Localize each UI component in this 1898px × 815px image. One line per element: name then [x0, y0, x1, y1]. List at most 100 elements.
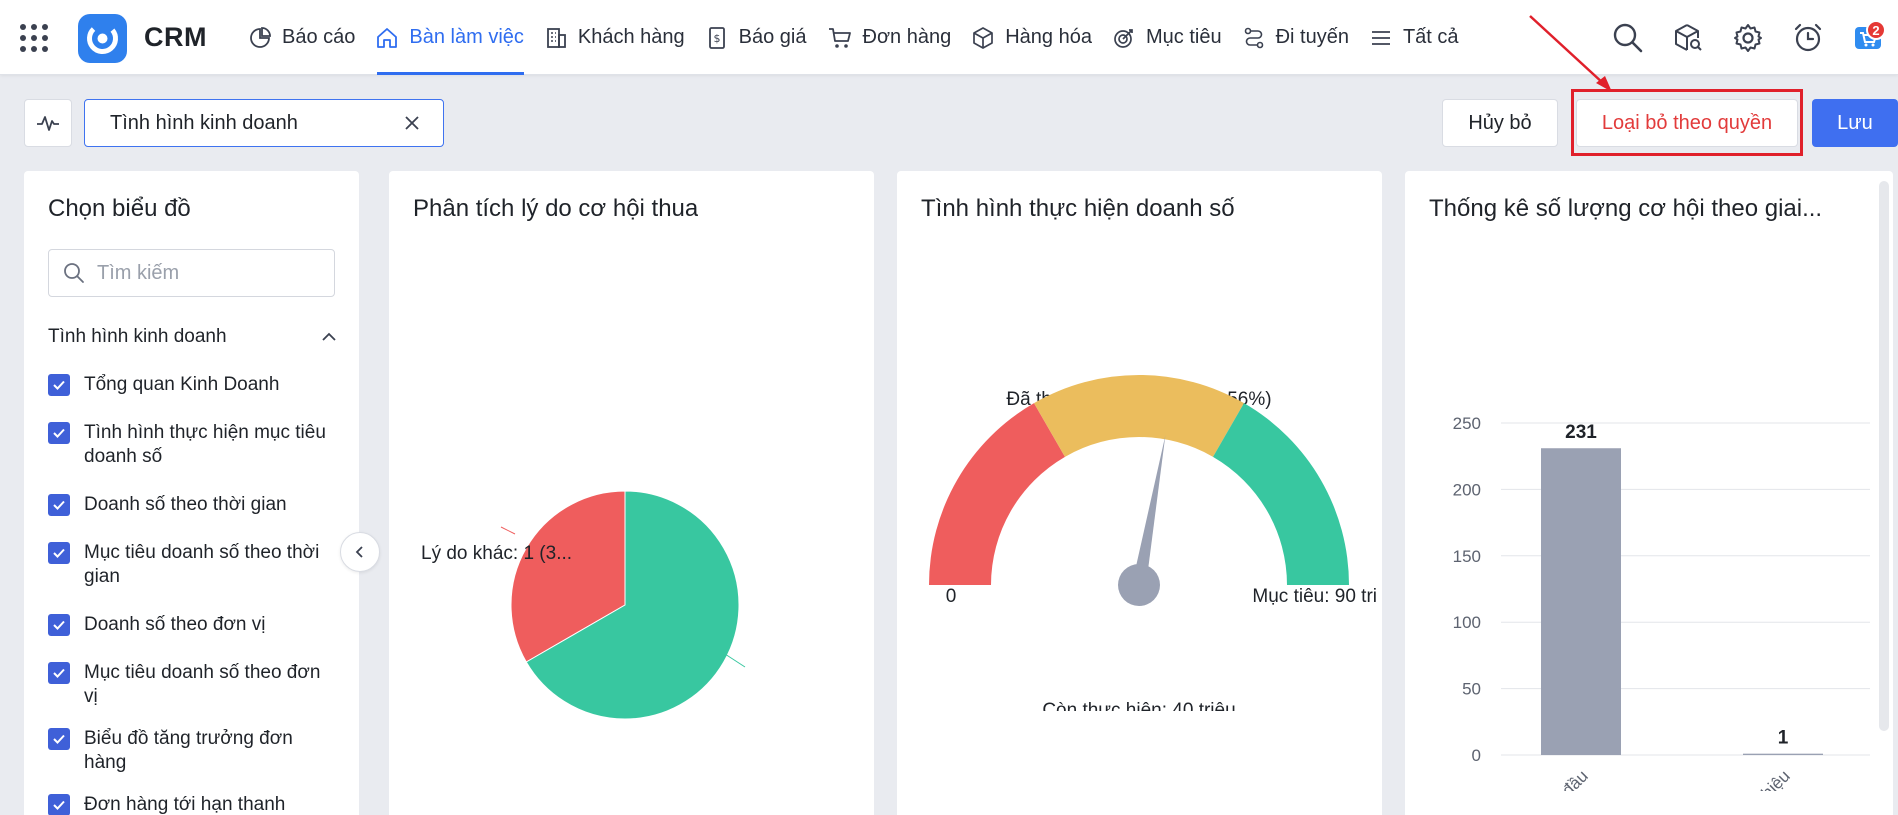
- chart-toggle-button[interactable]: [24, 99, 72, 147]
- nav-item-all[interactable]: Tất cả: [1359, 0, 1469, 75]
- chart-option[interactable]: Tình hình thực hiện mục tiêu doanh số: [48, 421, 338, 493]
- dashboard-name-input[interactable]: [110, 111, 401, 135]
- nav-label: Báo cáo: [282, 26, 356, 48]
- reminder-button[interactable]: [1778, 0, 1838, 75]
- gauge-remaining-label: Còn thực hiện: 40 triệu: [1042, 700, 1235, 711]
- nav-label: Tất cả: [1402, 26, 1459, 48]
- card-scrollbar[interactable]: [1879, 181, 1889, 731]
- y-tick-label: 100: [1453, 613, 1481, 632]
- nav-item-customers[interactable]: Khách hàng: [534, 0, 695, 75]
- checkbox-checked[interactable]: [48, 494, 70, 516]
- dashboard-name-field[interactable]: [84, 99, 444, 147]
- save-button[interactable]: Lưu: [1812, 99, 1898, 147]
- nav-item-products[interactable]: Hàng hóa: [961, 0, 1102, 75]
- gauge-target-label: Mục tiêu: 90 tri: [1252, 586, 1377, 607]
- check-icon: [53, 428, 65, 438]
- pie-leader-line: [500, 526, 516, 535]
- search-button[interactable]: [1598, 0, 1658, 75]
- check-icon: [53, 500, 65, 510]
- chart-option-label: Doanh số theo đơn vị: [84, 614, 266, 635]
- header-actions: 2: [1598, 0, 1898, 75]
- sales-performance-chart-card: Tình hình thực hiện doanh số Đã thực hiệ…: [897, 171, 1382, 815]
- y-tick-label: 0: [1472, 746, 1481, 765]
- chart-option[interactable]: Mục tiêu doanh số theo đơn vị: [48, 661, 338, 727]
- x-tick-label: Mở đầu: [1537, 766, 1592, 791]
- chart-option[interactable]: Tổng quan Kinh Doanh: [48, 373, 338, 421]
- cart-count-badge: 2: [1866, 20, 1886, 40]
- checkbox-checked[interactable]: [48, 728, 70, 750]
- check-icon: [53, 800, 65, 810]
- gauge-band: [1213, 403, 1349, 585]
- checkbox-checked[interactable]: [48, 422, 70, 444]
- nav-item-targets[interactable]: Mục tiêu: [1102, 0, 1232, 75]
- checkbox-checked[interactable]: [48, 794, 70, 815]
- checkbox-checked[interactable]: [48, 614, 70, 636]
- chevron-up-icon: [322, 332, 336, 341]
- chart-option[interactable]: Doanh số theo đơn vị: [48, 613, 338, 661]
- remove-by-permission-button[interactable]: Loại bỏ theo quyền: [1576, 99, 1798, 147]
- nav-label: Mục tiêu: [1145, 26, 1222, 48]
- nav-label: Đơn hàng: [862, 26, 952, 48]
- pie-slice[interactable]: [525, 490, 740, 720]
- bar-data-label: 1: [1778, 728, 1789, 749]
- gauge-min-label: 0: [946, 586, 957, 607]
- gauge-band: [1034, 375, 1244, 457]
- main-nav: Báo cáo Bàn làm việc Khách hàng $ Báo gi…: [238, 0, 1469, 75]
- chart-option[interactable]: Biểu đồ tăng trưởng đơn hàng: [48, 727, 338, 793]
- chart-option-label: Đơn hàng tới hạn thanh: [84, 794, 286, 815]
- checkbox-checked[interactable]: [48, 542, 70, 564]
- building-icon: [546, 27, 566, 48]
- nav-item-workspace[interactable]: Bàn làm việc: [365, 0, 534, 75]
- pie-slice[interactable]: [510, 490, 626, 663]
- bar[interactable]: [1541, 448, 1621, 755]
- route-icon: [1244, 27, 1263, 48]
- clear-input-button[interactable]: [401, 112, 423, 134]
- nav-label: Đi tuyến: [1275, 26, 1349, 48]
- chart-checkbox-list: Tổng quan Kinh Doanh Tình hình thực hiện…: [48, 373, 338, 815]
- chart-search-field[interactable]: [48, 249, 335, 297]
- chart-option-label: Doanh số theo thời gian: [84, 494, 287, 515]
- nav-item-routes[interactable]: Đi tuyến: [1232, 0, 1359, 75]
- chevron-left-icon: [355, 546, 363, 558]
- box-icon: [973, 26, 994, 49]
- bar[interactable]: [1743, 753, 1823, 755]
- target-icon: [1114, 28, 1133, 48]
- chart-option[interactable]: Doanh số theo thời gian: [48, 493, 338, 541]
- group-header-business[interactable]: Tình hình kinh doanh: [48, 321, 338, 353]
- svg-text:$: $: [713, 32, 720, 45]
- nav-item-orders[interactable]: Đơn hàng: [817, 0, 962, 75]
- annotation-highlight-box: [1571, 89, 1803, 156]
- checkbox-checked[interactable]: [48, 374, 70, 396]
- gauge-band: [929, 403, 1065, 585]
- check-icon: [53, 620, 65, 630]
- annotation-arrow: [1529, 15, 1612, 92]
- settings-button[interactable]: [1718, 0, 1778, 75]
- nav-label: Bàn làm việc: [409, 26, 524, 48]
- bar-chart: 050100150200250231Mở đầu1o/Giới thiệuươn…: [1453, 414, 1870, 791]
- chart-option[interactable]: Mục tiêu doanh số theo thời gian: [48, 541, 338, 613]
- nav-item-reports[interactable]: Báo cáo: [238, 0, 365, 75]
- chart-option[interactable]: Đơn hàng tới hạn thanh: [48, 793, 338, 815]
- pie-slice-label: Lý do khác: 1 (3...: [421, 543, 572, 564]
- chart-search-input[interactable]: [97, 261, 317, 285]
- cancel-button[interactable]: Hủy bỏ: [1442, 99, 1558, 147]
- y-tick-label: 50: [1462, 680, 1481, 699]
- nav-label: Khách hàng: [577, 26, 685, 48]
- y-tick-label: 200: [1453, 480, 1481, 499]
- home-icon: [377, 27, 398, 48]
- nav-item-quotes[interactable]: $ Báo giá: [695, 0, 817, 75]
- box-search-icon: [1675, 23, 1702, 51]
- crm-logo[interactable]: [78, 14, 127, 63]
- cart-button[interactable]: 2: [1838, 0, 1898, 75]
- search-icon: [1613, 23, 1643, 52]
- product-search-button[interactable]: [1658, 0, 1718, 75]
- group-label: Tình hình kinh doanh: [48, 326, 227, 347]
- opportunity-stage-chart-card: Thống kê số lượng cơ hội theo giai... 0 5…: [1405, 171, 1893, 815]
- chart-title: Phân tích lý do cơ hội thua: [413, 195, 699, 222]
- bar-data-label: 231: [1565, 422, 1597, 443]
- gear-icon: [1734, 23, 1762, 52]
- collapse-panel-button[interactable]: [340, 532, 380, 572]
- apps-grid-icon[interactable]: [20, 24, 48, 52]
- checkbox-checked[interactable]: [48, 662, 70, 684]
- pie-chart: Lý do khác: 1 (3...: [421, 490, 746, 720]
